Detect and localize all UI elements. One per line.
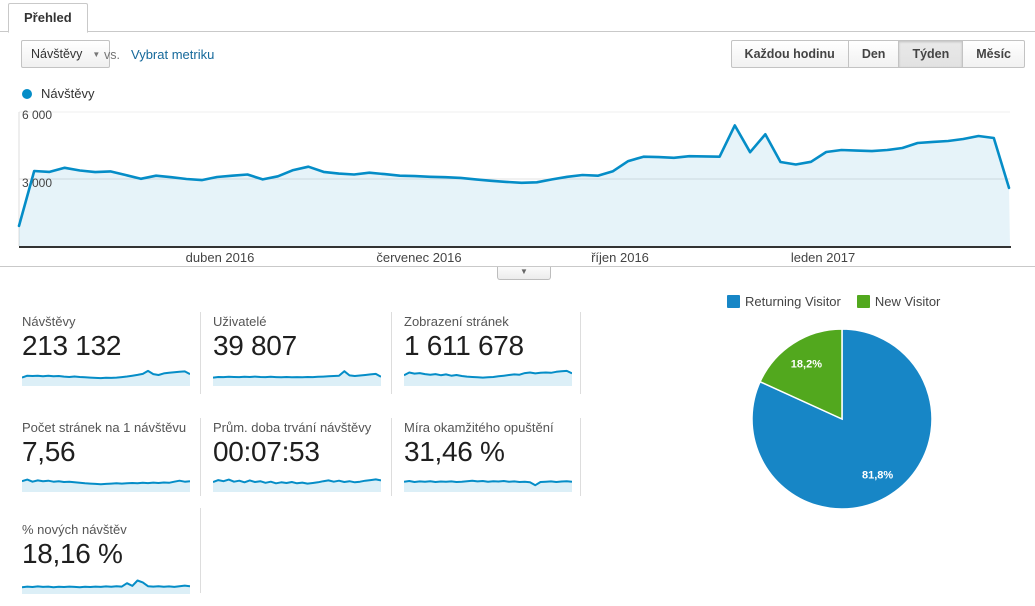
pie-slice-percentage-label: 18,2% [791,359,822,371]
metric-card-avg-duration: Prům. doba trvání návštěvy 00:07:53 [201,418,392,496]
metric-value: 18,16 % [22,538,123,569]
granularity-button-week[interactable]: Týden [898,40,964,68]
bounce-rate-sparkline [404,479,572,492]
y-axis-tick-6000: 6 000 [22,108,53,122]
y-axis-tick-3000: 3 000 [22,176,53,190]
pie-legend: Returning Visitor New Visitor [727,294,940,309]
metric-label: Uživatelé [213,314,267,329]
metric-value: 1 611 678 [404,330,524,361]
series-dot-icon [22,88,32,99]
chevron-down-icon: ▼ [92,49,101,59]
x-axis-label-july: červenec 2016 [376,250,462,265]
legend-item-returning-visitor[interactable]: Returning Visitor [727,294,841,309]
tab-prehled[interactable]: Přehled [8,3,88,33]
metric-card-pages-per-visit: Počet stránek na 1 návštěvu 7,56 [10,418,201,496]
metric-label: Počet stránek na 1 návštěvu [22,420,187,435]
metric-card-visits: Návštěvy 213 132 [10,312,201,394]
legend-label: New Visitor [874,294,941,309]
metric-label: Míra okamžitého opuštění [404,420,554,435]
visits-timeline-chart[interactable] [0,100,1035,252]
metric-card-bounce-rate: Míra okamžitého opuštění 31,46 % [392,418,581,496]
timeline-legend: Návštěvy [22,86,94,101]
chart-section-divider [0,266,1035,267]
metric-value: 00:07:53 [213,436,320,467]
x-axis-label-april: duben 2016 [185,250,255,265]
metric-label: Prům. doba trvání návštěvy [213,420,372,435]
metric-label: Zobrazení stránek [404,314,509,329]
visits-sparkline [22,369,190,386]
x-axis-label-october: říjen 2016 [591,250,649,265]
new-visits-sparkline [22,579,190,594]
granularity-button-group: Každou hodinu Den Týden Měsíc [730,40,1025,68]
collapse-chart-button[interactable]: ▼ [497,267,551,280]
granularity-button-hourly[interactable]: Každou hodinu [730,40,849,68]
pageviews-sparkline [404,369,572,386]
select-metric-link[interactable]: Vybrat metriku [131,47,215,62]
visitor-type-pie-chart[interactable]: 81,8% 18,2% [747,324,937,514]
metric-value: 213 132 [22,330,122,361]
avg-duration-sparkline [213,478,381,492]
metric-card-users: Uživatelé 39 807 [201,312,392,394]
metric-value: 39 807 [213,330,297,361]
tab-bar: Přehled [0,0,1035,33]
pie-slice-percentage-label: 81,8% [862,469,893,481]
vs-label: vs. [104,48,120,62]
legend-label: Returning Visitor [745,294,841,309]
timeline-legend-label: Návštěvy [41,86,95,101]
metric-label: % nových návštěv [22,522,127,537]
new-visitor-swatch-icon [856,295,870,308]
returning-visitor-swatch-icon [727,295,740,308]
metric-card-pageviews: Zobrazení stránek 1 611 678 [392,312,581,394]
metric-card-new-visits: % nových návštěv 18,16 % [10,508,201,594]
metric-selector-dropdown[interactable]: Návštěvy ▼ [21,40,111,68]
legend-item-new-visitor[interactable]: New Visitor [856,294,941,309]
users-sparkline [213,370,381,386]
granularity-button-month[interactable]: Měsíc [962,40,1025,68]
x-axis-label-january: leden 2017 [790,250,856,265]
metric-value: 7,56 [22,436,76,467]
pages-per-visit-sparkline [22,478,190,492]
metric-selector-value: Návštěvy [31,47,83,61]
granularity-button-day[interactable]: Den [847,40,900,68]
metric-value: 31,46 % [404,436,505,467]
pie-slice-new-visitor[interactable] [759,328,843,421]
metric-label: Návštěvy [22,314,76,329]
